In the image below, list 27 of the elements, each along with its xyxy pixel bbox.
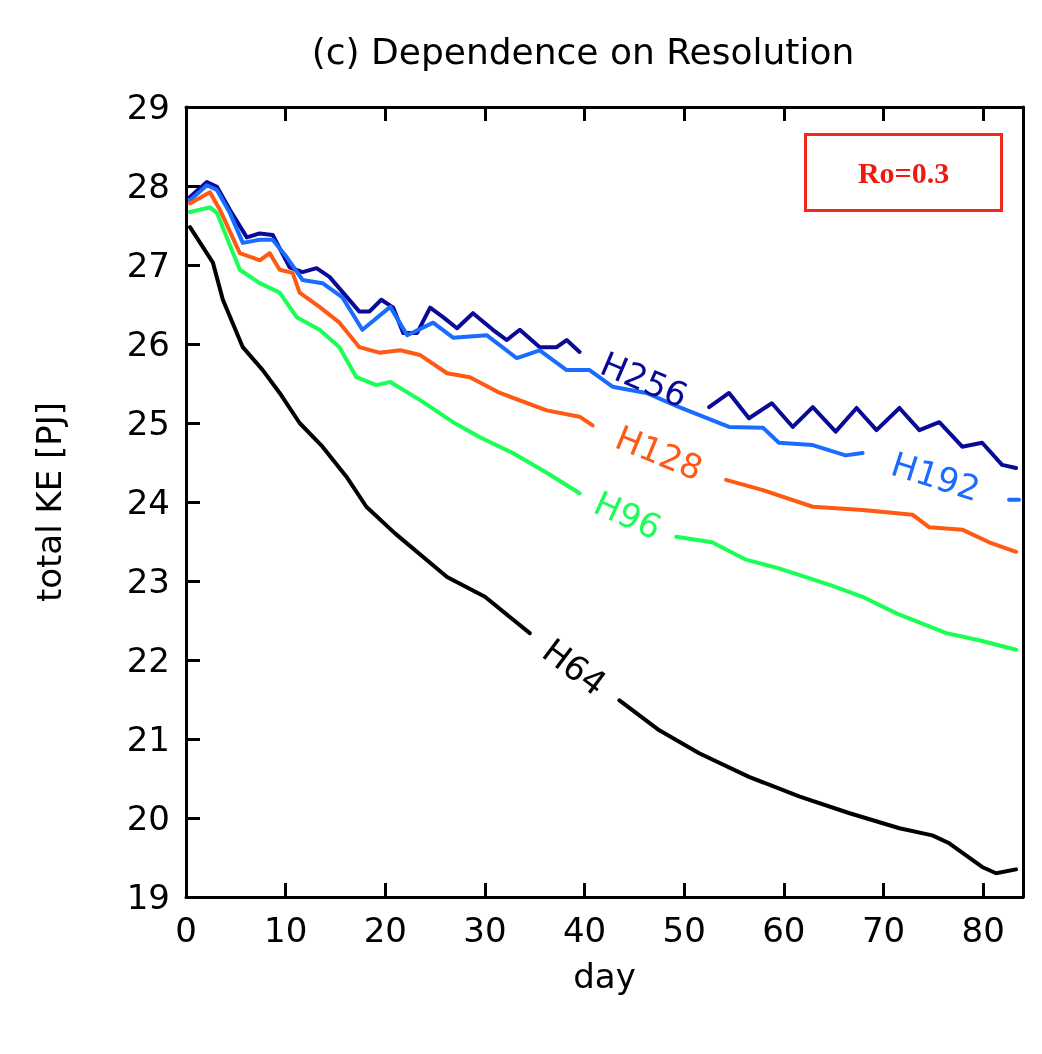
y-axis-title: total KE [PJ] [29, 401, 69, 603]
y-tick-label: 25 [126, 403, 170, 443]
y-tick-label: 22 [126, 640, 170, 680]
text: H192 [886, 443, 985, 510]
y-tick-label: 21 [126, 719, 170, 759]
y-tick-label: 24 [126, 482, 170, 522]
y-tick-label: 27 [126, 245, 170, 285]
x-tick-label: 10 [264, 910, 308, 950]
x-tick-label: 80 [961, 910, 1005, 950]
chart-title: (c) Dependence on Resolution [311, 30, 855, 72]
x-tick-label: 60 [762, 910, 806, 950]
y-tick-label: 26 [126, 324, 170, 364]
y-tick-label: 23 [126, 561, 170, 601]
x-tick-label: 30 [463, 910, 507, 950]
text: H256 [594, 343, 694, 416]
x-tick-label: 20 [363, 910, 407, 950]
x-tick-label: 50 [662, 910, 706, 950]
x-axis-title: day [573, 956, 636, 996]
y-tick-label: 28 [126, 166, 170, 206]
x-tick-label: 70 [861, 910, 906, 950]
y-tick-label: 20 [126, 798, 170, 838]
text: H64 [535, 630, 615, 704]
x-tick-label: 40 [562, 910, 607, 950]
y-tick-label: 29 [126, 87, 170, 127]
annotation: Ro=0.3 [857, 156, 950, 189]
x-tick-label: 0 [175, 910, 197, 950]
y-tick-label: 19 [126, 877, 170, 917]
